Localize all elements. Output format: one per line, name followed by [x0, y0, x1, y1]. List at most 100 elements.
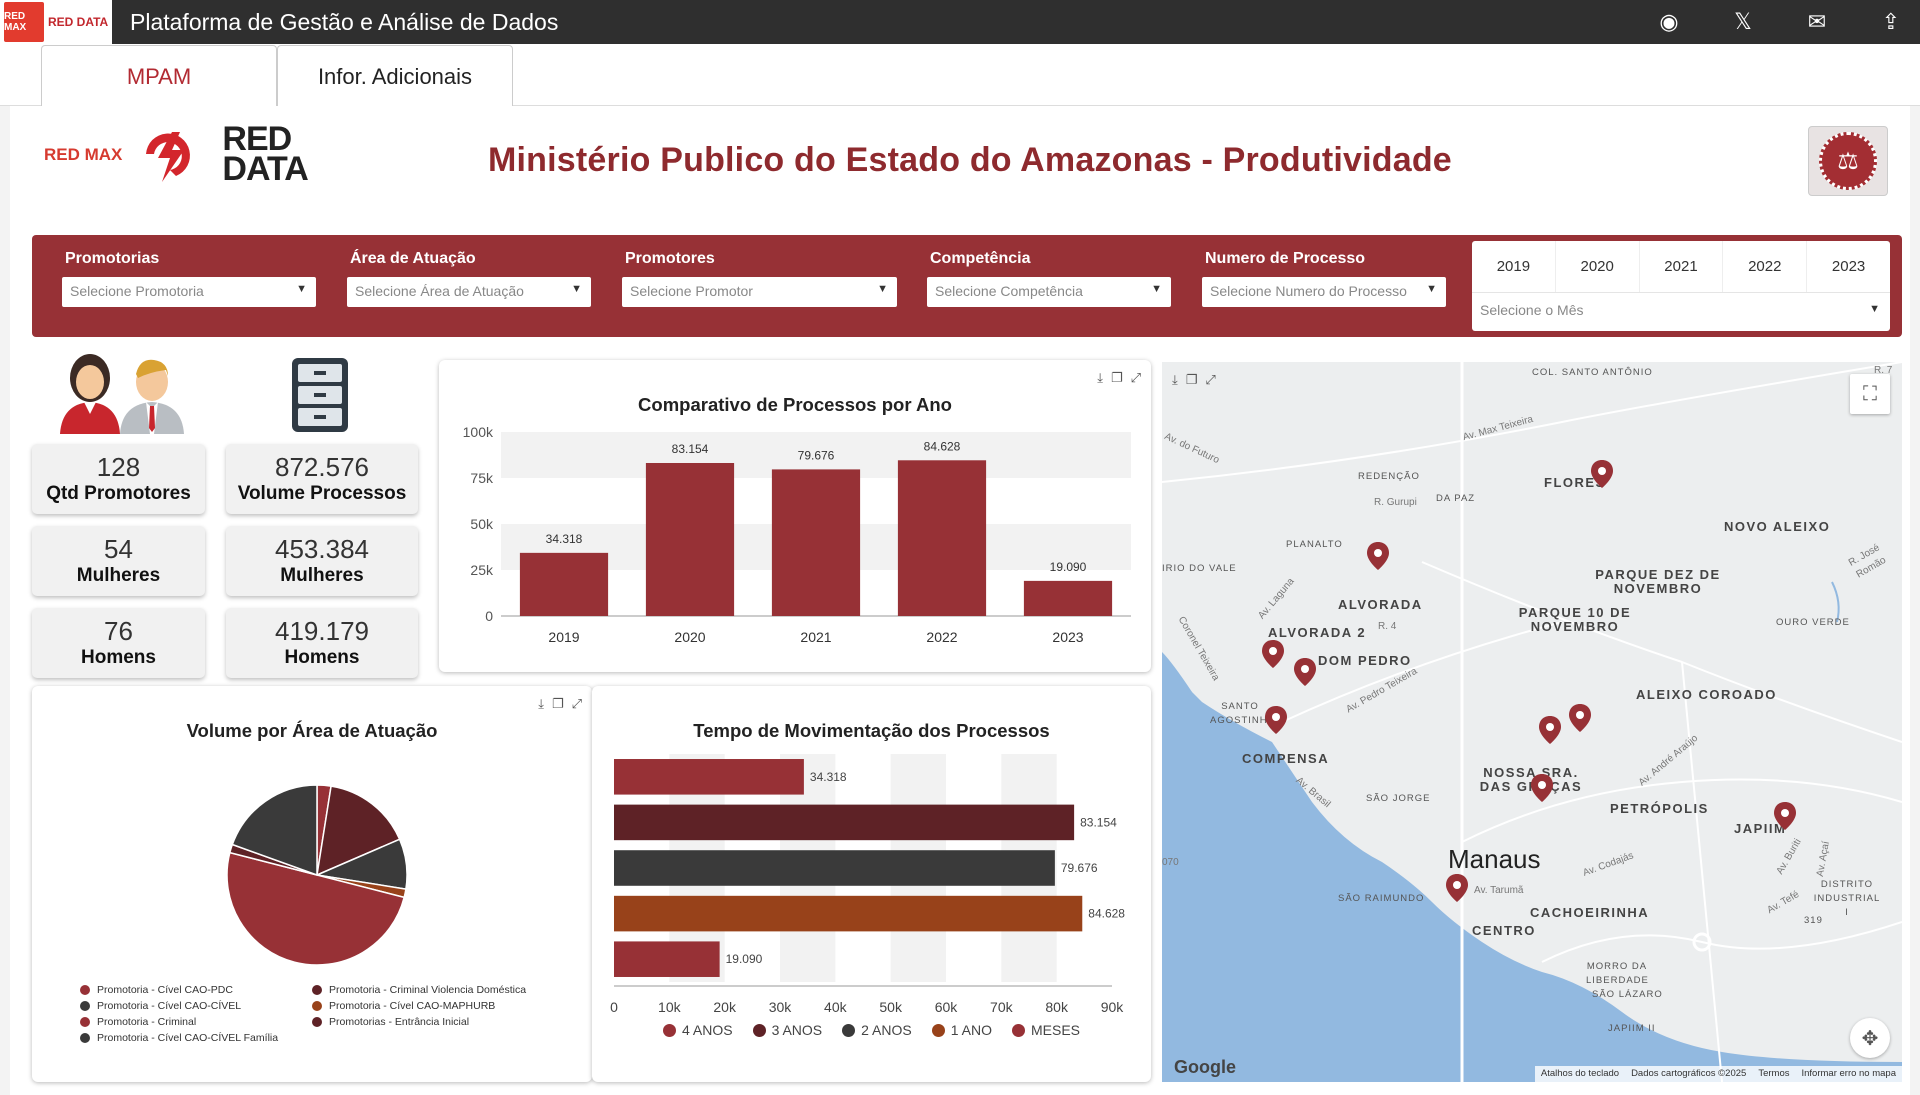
legend-dot: [752, 1023, 766, 1037]
download-icon[interactable]: ⤓: [1172, 372, 1178, 387]
facebook-icon[interactable]: ◉: [1659, 9, 1679, 34]
copy-icon[interactable]: ❐: [1185, 372, 1198, 387]
tab-mpam[interactable]: MPAM: [41, 45, 277, 107]
legend-item[interactable]: Promotorias - Entrância Inicial: [312, 1016, 562, 1028]
month-select[interactable]: Selecione o Mês ▼: [1472, 293, 1890, 329]
map-label: PARQUE DEZ DE NOVEMBRO: [1595, 567, 1721, 596]
copy-icon[interactable]: ❐: [551, 696, 564, 711]
bar[interactable]: [614, 759, 804, 795]
pie-slice[interactable]: [231, 784, 318, 877]
tab-infor-adicionais[interactable]: Infor. Adicionais: [277, 45, 513, 107]
map-camera-control[interactable]: ✥: [1850, 1018, 1890, 1058]
x-tick-label: 30k: [769, 999, 793, 1015]
area-select[interactable]: Selecione Área de Atuação ▼: [347, 277, 591, 307]
reddata-logo-line2: DATA: [222, 150, 308, 188]
legend-item[interactable]: Promotoria - Cível CAO-CÍVEL Família: [80, 1032, 312, 1044]
legend-item[interactable]: Promotoria - Cível CAO-CÍVEL: [80, 1000, 312, 1012]
map-footer-link[interactable]: Atalhos do teclado: [1540, 1068, 1620, 1079]
map-footer-link[interactable]: Termos: [1758, 1068, 1790, 1079]
bar[interactable]: [519, 552, 609, 616]
app-title: Plataforma de Gestão e Análise de Dados: [130, 8, 559, 35]
legend-label: Promotoria - Cível CAO-PDC: [97, 984, 233, 996]
legend-item[interactable]: 4 ANOS: [662, 1022, 733, 1038]
kpi-volume-processos: 872.576 Volume Processos: [226, 444, 418, 514]
map-pin-icon[interactable]: [1446, 874, 1468, 902]
map-pin-icon[interactable]: [1539, 716, 1561, 744]
filter-processo: Numero de Processo Selecione Numero do P…: [1202, 250, 1446, 307]
bar[interactable]: [1023, 580, 1113, 616]
bar-value-label: 34.318: [810, 770, 847, 784]
download-icon[interactable]: ⤓: [1097, 370, 1103, 385]
logout-icon[interactable]: ⇪: [1881, 9, 1901, 34]
filter-label: Numero de Processo: [1205, 250, 1366, 267]
pie-slice[interactable]: [226, 851, 406, 966]
x-icon[interactable]: 𝕏: [1734, 9, 1752, 34]
map-pin-icon[interactable]: [1262, 640, 1284, 668]
competencia-select[interactable]: Selecione Competência ▼: [927, 277, 1171, 307]
hbar-legend: 4 ANOS 3 ANOS 2 ANOS 1 ANO MESES: [592, 1022, 1151, 1038]
map-label: MORRO DA LIBERDADE: [1586, 961, 1649, 986]
bar-value-label: 34.318: [546, 532, 583, 546]
legend-item[interactable]: Promotoria - Criminal Violencia Doméstic…: [312, 984, 562, 996]
map-label-text: COL. SANTO ANTÔNIO: [1532, 367, 1653, 378]
map-pin-icon[interactable]: [1774, 802, 1796, 830]
legend-item[interactable]: Promotoria - Criminal: [80, 1016, 312, 1028]
legend-item[interactable]: MESES: [1012, 1022, 1080, 1038]
map-label: COMPENSA: [1242, 751, 1330, 766]
map-pin-icon[interactable]: [1591, 460, 1613, 488]
x-tick-label: 40k: [824, 999, 848, 1015]
map-label: CENTRO: [1472, 923, 1536, 938]
year-2020-button[interactable]: 2020: [1556, 241, 1640, 292]
download-icon[interactable]: ⤓: [538, 696, 544, 711]
map-pin-icon[interactable]: [1531, 774, 1553, 802]
x-tick-label: 2020: [674, 629, 705, 645]
bar[interactable]: [897, 460, 987, 616]
chart-tools: ⤓ ❐ ⤢: [538, 696, 582, 712]
map-label: NOSSA SRA. DAS GRAÇAS: [1479, 765, 1583, 794]
bar[interactable]: [645, 462, 735, 616]
map-footer-link[interactable]: Informar erro no mapa: [1801, 1068, 1896, 1079]
legend-dot: [312, 985, 322, 995]
pie-slice[interactable]: [316, 785, 401, 877]
processo-select[interactable]: Selecione Numero do Processo ▼: [1202, 277, 1446, 307]
map-label: JAPIIM II: [1608, 1023, 1656, 1034]
legend-item[interactable]: 2 ANOS: [842, 1022, 912, 1038]
kpi-value: 54: [104, 534, 133, 564]
email-icon[interactable]: ✉: [1807, 9, 1827, 34]
map-label: ALEIXO COROADO: [1636, 687, 1777, 702]
social-icons: ◉ 𝕏 ✉ ⇪: [1654, 0, 1906, 44]
legend-item[interactable]: 1 ANO: [931, 1022, 992, 1038]
map-label: PARQUE 10 DE NOVEMBRO: [1518, 605, 1632, 634]
legend-item[interactable]: Promotoria - Cível CAO-MAPHURB: [312, 1000, 562, 1012]
bar[interactable]: [771, 469, 861, 616]
map-pin-icon[interactable]: [1265, 706, 1287, 734]
y-tick-label: 0: [485, 608, 493, 624]
bar[interactable]: [614, 941, 720, 977]
fullscreen-button[interactable]: ⛶: [1850, 374, 1890, 414]
map-footer: Atalhos do teclado Dados cartográficos ©…: [1534, 1066, 1902, 1082]
legend-dot: [80, 1001, 90, 1011]
map-pin-icon[interactable]: [1294, 658, 1316, 686]
bar[interactable]: [614, 804, 1075, 841]
expand-icon[interactable]: ⤢: [1205, 372, 1216, 387]
kpi-label: Mulheres: [280, 565, 364, 586]
copy-icon[interactable]: ❐: [1110, 370, 1123, 385]
bar[interactable]: [614, 850, 1055, 886]
year-2021-button[interactable]: 2021: [1640, 241, 1724, 292]
year-2019-button[interactable]: 2019: [1472, 241, 1556, 292]
promotores-select[interactable]: Selecione Promotor ▼: [622, 277, 897, 307]
chart-comparativo-card: Comparativo de Processos por Ano ⤓ ❐ ⤢ 0…: [439, 360, 1151, 672]
map-background: [1162, 362, 1902, 1082]
expand-icon[interactable]: ⤢: [1130, 370, 1141, 385]
promotorias-select[interactable]: Selecione Promotoria ▼: [62, 277, 316, 307]
map-pin-icon[interactable]: [1569, 704, 1591, 732]
legend-item[interactable]: Promotoria - Cível CAO-PDC: [80, 984, 312, 996]
legend-item[interactable]: 3 ANOS: [752, 1022, 822, 1038]
expand-icon[interactable]: ⤢: [571, 696, 582, 711]
map-panel[interactable]: ⤓ ❐ ⤢ ⛶ ✥ COL. SANTO ANTÔNIO Av. Max Tei…: [1162, 362, 1902, 1082]
scales-icon: ⚖: [1819, 132, 1877, 190]
year-2023-button[interactable]: 2023: [1831, 258, 1866, 275]
year-2022-button[interactable]: 2022: [1723, 241, 1808, 292]
bar[interactable]: [614, 895, 1083, 932]
map-pin-icon[interactable]: [1367, 542, 1389, 570]
